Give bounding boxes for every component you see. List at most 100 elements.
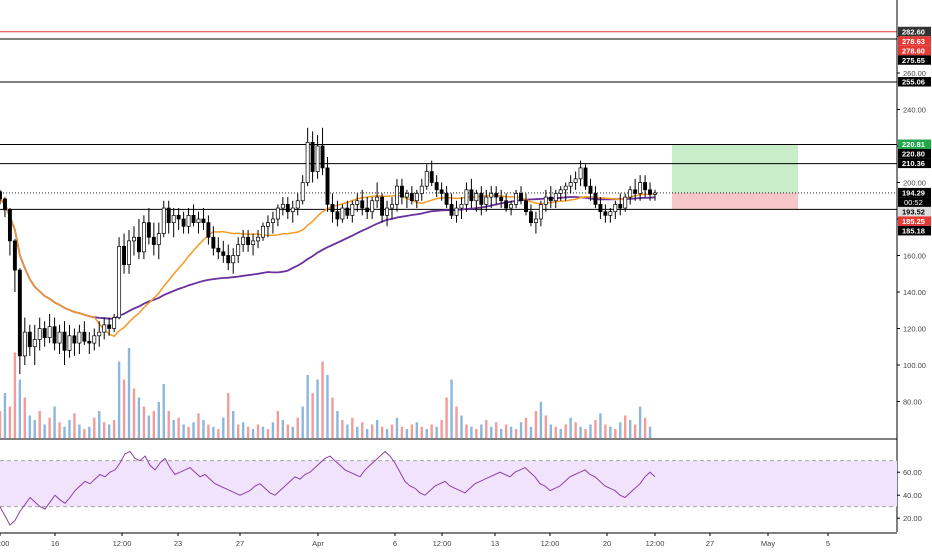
volume-bar — [316, 379, 319, 438]
time-tick-label: 12:00 — [113, 539, 132, 548]
volume-bar — [564, 424, 567, 438]
volume-bar — [430, 424, 433, 438]
volume-bar — [112, 420, 116, 438]
volume-bar — [435, 426, 438, 438]
candle-body — [57, 331, 62, 344]
candle-body — [449, 204, 454, 216]
candle-body — [355, 200, 360, 205]
volume-bar — [599, 413, 602, 438]
volume-bar — [470, 426, 473, 438]
candle-body — [479, 193, 484, 205]
candle-body — [236, 244, 241, 256]
candle-body — [424, 171, 429, 187]
candle-body — [608, 211, 613, 216]
candle-body — [514, 193, 519, 205]
volume-bar — [177, 417, 180, 438]
candle-body — [335, 211, 340, 220]
candle-body — [390, 204, 394, 209]
candle-body — [499, 196, 504, 202]
candle-body — [638, 182, 643, 194]
volume-bar — [311, 393, 314, 438]
volume-bar — [400, 426, 404, 438]
candle-body — [285, 204, 290, 213]
volume-bar — [241, 422, 245, 438]
candle-body — [404, 193, 409, 198]
volume-bar — [117, 361, 121, 438]
price-badge-label: 185.25 — [902, 217, 925, 226]
volume-bar — [609, 426, 612, 438]
volume-bar — [420, 426, 423, 438]
volume-bar — [291, 426, 294, 438]
candle-body — [543, 196, 548, 205]
candle-body — [504, 200, 509, 209]
time-tick-label: Apr — [312, 539, 324, 548]
time-tick-label: 5 — [826, 539, 830, 548]
countdown-label: 00:52 — [904, 198, 923, 207]
time-tick-label: 12:00 — [541, 539, 560, 548]
candle-body — [489, 193, 494, 198]
volume-bar — [485, 420, 488, 438]
volume-bar — [18, 379, 22, 438]
candle-body — [97, 331, 102, 337]
volume-bar — [58, 422, 61, 438]
candle-body — [246, 236, 251, 245]
long-position-loss-zone[interactable] — [672, 192, 798, 210]
volume-bar — [475, 429, 478, 438]
candle-body — [211, 236, 216, 249]
volume-bar — [569, 417, 572, 438]
volume-bar — [227, 393, 230, 438]
candle-body — [409, 193, 414, 202]
candle-body — [256, 236, 260, 242]
candle-body — [360, 200, 365, 209]
volume-bar — [410, 424, 414, 438]
volume-bar — [217, 429, 220, 438]
candle-body — [350, 204, 355, 216]
volume-bar — [281, 420, 285, 438]
candle-body — [414, 193, 419, 202]
volume-bar — [3, 393, 7, 438]
candle-body — [395, 185, 399, 205]
rsi-tick-label: 20.00 — [903, 514, 922, 523]
volume-bar — [68, 420, 71, 438]
volume-bar — [202, 420, 205, 438]
volume-bar — [28, 415, 31, 438]
candle-body — [261, 225, 265, 238]
candle-body — [464, 189, 469, 205]
candle-body — [300, 182, 305, 202]
candle-body — [275, 207, 280, 220]
candle-body — [146, 222, 151, 238]
volume-bar — [172, 420, 175, 438]
volume-bar — [529, 426, 533, 438]
candle-body — [509, 204, 514, 209]
candle-body — [598, 204, 603, 213]
volume-bar — [321, 361, 324, 438]
volume-bar — [380, 426, 384, 438]
volume-bar — [192, 422, 195, 438]
volume-bar — [326, 375, 329, 438]
volume-bar — [251, 429, 255, 438]
candle-body — [613, 204, 618, 213]
candle-body — [186, 215, 191, 227]
candle-body — [231, 255, 236, 264]
volume-bar — [375, 420, 379, 438]
time-tick-label: 12:00 — [646, 539, 665, 548]
candle-body — [578, 167, 583, 180]
candle-body — [22, 331, 27, 357]
volume-bar — [415, 422, 419, 438]
candle-body — [528, 211, 533, 223]
candle-body — [37, 328, 42, 340]
long-position-profit-zone[interactable] — [672, 144, 798, 193]
price-tick-label: 100.00 — [903, 361, 926, 370]
volume-bar — [559, 429, 562, 438]
candle-body — [558, 189, 563, 194]
candle-body — [82, 331, 87, 342]
candle-body — [251, 240, 256, 245]
volume-bar — [594, 420, 597, 438]
price-badge-label: 278.60 — [902, 46, 925, 55]
candle-body — [107, 324, 112, 329]
rsi-tick-label: 60.00 — [903, 468, 922, 477]
candle-body — [77, 331, 82, 344]
